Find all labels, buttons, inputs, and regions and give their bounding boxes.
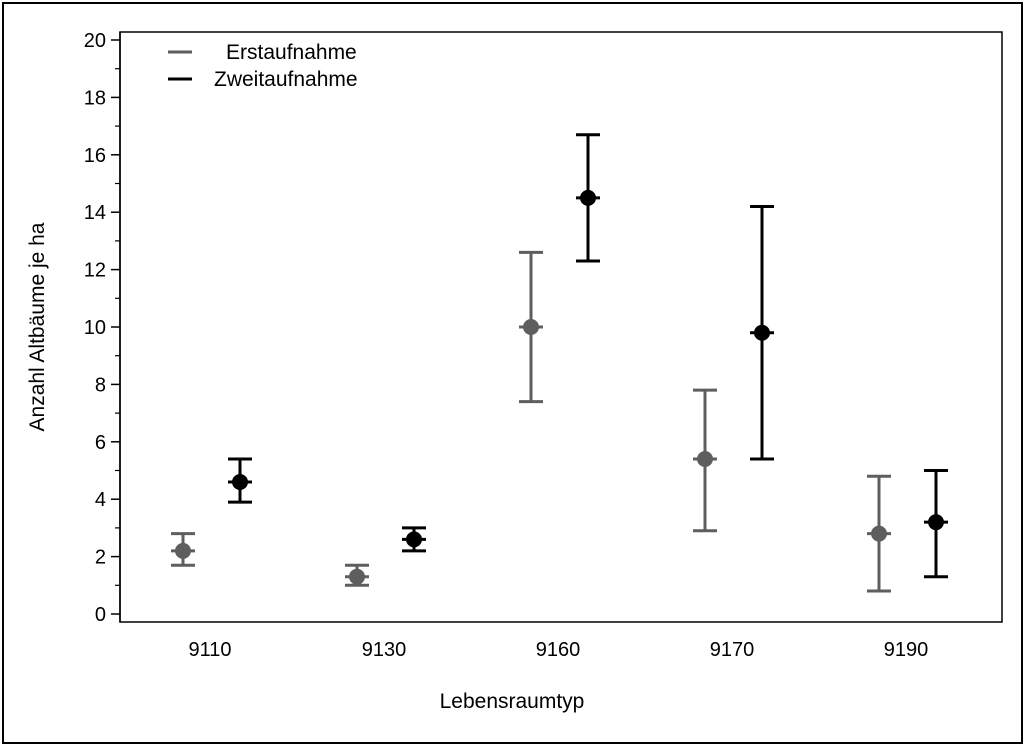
y-axis-label: Anzahl Altbäume je ha [26, 222, 49, 431]
y-tick-label-8: 8 [95, 374, 106, 396]
x-tick-label-9130: 9130 [362, 639, 407, 661]
x-tick-label-9170: 9170 [710, 639, 755, 661]
series-layer [171, 133, 948, 593]
y-axis-ticks: 0 2 4 6 8 10 12 14 16 18 20 [84, 30, 120, 626]
x-axis-ticks: 9110 9130 9160 9170 9190 [188, 639, 928, 661]
y-tick-label-4: 4 [95, 489, 106, 511]
y-tick-label-2: 2 [95, 547, 106, 569]
error-bar-chart: 0 2 4 6 8 10 12 14 16 18 20 9110 9130 9160 9170 9190 L… [26, 30, 1003, 713]
x-axis-label: Lebensraumtyp [440, 690, 585, 713]
series-erstaufnahme [171, 250, 891, 593]
legend-label-erstaufnahme: Erstaufnahme [226, 41, 357, 64]
y-tick-label-10: 10 [84, 317, 106, 339]
data-point-9170 [697, 451, 713, 468]
data-point-9110 [232, 473, 248, 490]
data-point-9130 [349, 568, 365, 585]
data-point-9110 [175, 542, 191, 559]
legend-label-zweitaufnahme: Zweitaufnahme [214, 68, 358, 91]
y-tick-label-0: 0 [95, 604, 106, 626]
y-tick-label-18: 18 [84, 87, 106, 109]
data-point-9160 [523, 319, 539, 335]
data-point-9190 [928, 514, 944, 531]
data-point-9130 [406, 531, 422, 548]
data-point-9190 [871, 525, 887, 542]
x-tick-label-9190: 9190 [884, 639, 929, 661]
x-tick-label-9160: 9160 [536, 639, 581, 661]
y-tick-label-6: 6 [95, 432, 106, 454]
y-tick-label-20: 20 [84, 30, 106, 52]
data-point-9160 [580, 189, 596, 206]
y-tick-label-14: 14 [84, 202, 106, 224]
data-point-9170 [754, 324, 770, 341]
y-tick-label-12: 12 [84, 260, 106, 282]
x-tick-label-9110: 9110 [188, 639, 231, 661]
legend: Erstaufnahme Zweitaufnahme [168, 41, 358, 91]
series-zweitaufnahme [228, 133, 948, 579]
y-tick-label-16: 16 [84, 145, 106, 167]
